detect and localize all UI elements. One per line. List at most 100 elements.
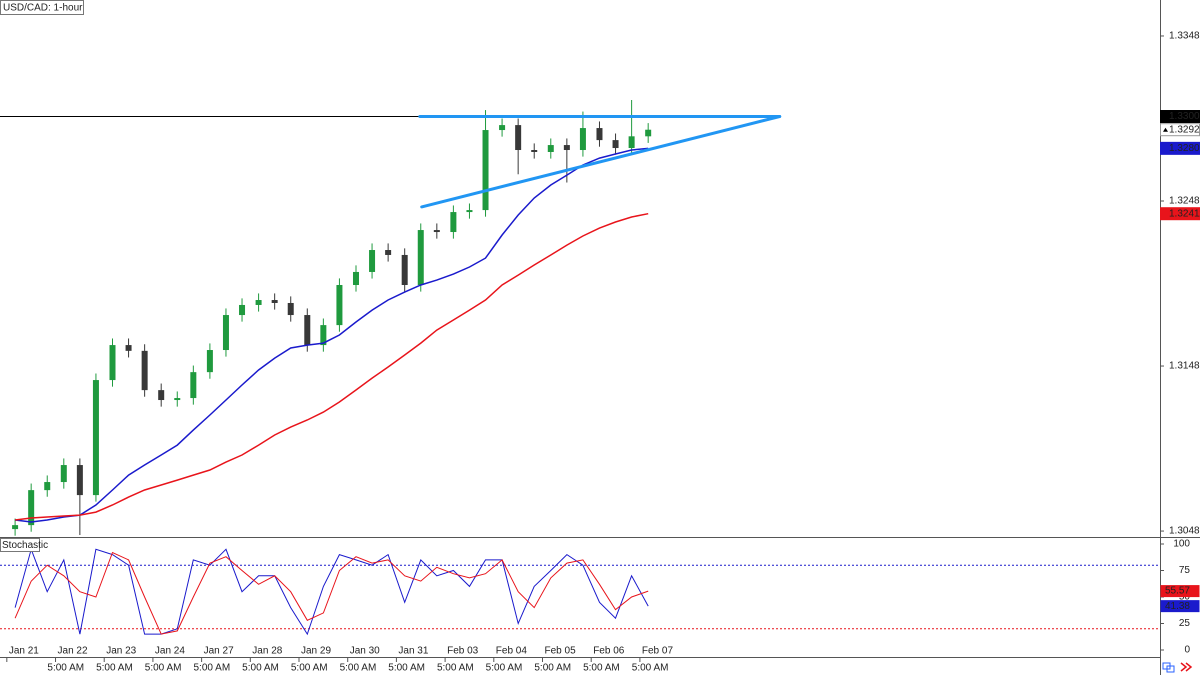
candle-body [222,315,229,351]
x-tick-label: 5:00 AM [291,663,328,674]
candle-body [320,325,327,346]
candle-body [206,350,213,373]
candle-body [125,345,132,351]
x-tick-label: 5:00 AM [193,663,230,674]
x-tick-label: 5:00 AM [486,663,523,674]
indicator-tag [1160,600,1200,613]
moving-average [15,212,649,521]
y-tick-label: 25 [1179,618,1191,629]
candle-body [92,380,99,496]
moving-average [15,147,649,523]
indicator-tag [1160,585,1200,598]
y-tick-label: 100 [1173,539,1190,550]
candle-body [255,300,262,305]
candle-body [450,212,457,233]
title-box [0,0,84,15]
y-tick-label: 1.32488 [1169,196,1200,207]
candle-body [158,390,165,401]
candle-body [369,250,376,272]
price-tag-label: 1.32411 [1169,208,1200,219]
x-tick-label: Feb 04 [496,646,528,657]
x-tick-label: 5:00 AM [388,663,425,674]
price-tag-label: 1.32807 [1169,143,1200,154]
x-tick-label: Jan 27 [204,646,234,657]
indicator-tag-label: 55.57 [1165,586,1190,597]
candle-body [563,145,570,151]
x-tick-label: Jan 21 [9,646,39,657]
candle-body [60,465,67,483]
candle-body [596,128,603,141]
stochastic-line [14,547,649,636]
candle-body [547,145,554,152]
candle-body [628,136,635,149]
candle-body [239,304,246,316]
candle-body [12,525,19,530]
candle-body [287,302,294,316]
icon[interactable] [1166,665,1175,673]
trend-line [420,115,782,209]
candle-body [336,285,343,326]
candle-body [141,350,148,391]
candle-body [109,345,116,381]
candle-body [401,254,408,286]
x-tick-label: Feb 06 [593,646,625,657]
x-tick-label: Jan 23 [106,646,136,657]
y-tick-label: 75 [1179,565,1191,576]
candle-body [482,130,489,211]
y-tick-label: 1.31488 [1169,361,1200,372]
x-tick-label: Feb 07 [642,646,674,657]
indicator-title-box [0,538,40,552]
price-tag-label: 1.33000 [1169,111,1200,122]
indicator-tag-label: 41.38 [1165,601,1190,612]
x-tick-label: Jan 24 [155,646,185,657]
corner-icons[interactable] [1162,662,1193,673]
candle-body [76,465,83,496]
candle-body [174,398,181,401]
candle-body [466,210,473,213]
candle-body [417,230,424,286]
candle-body [612,140,619,149]
candle-body [579,128,586,151]
candle-body [44,482,51,491]
candle-body [28,490,35,526]
candle-body [385,250,392,255]
icon[interactable] [1180,662,1193,672]
candle-body [515,125,522,151]
x-tick-label: 5:00 AM [145,663,182,674]
indicator-title: Stochastic [2,540,48,551]
y-tick-label: 50 [1179,592,1191,603]
candle-body [190,372,197,399]
y-tick-label: 1.33488 [1169,31,1200,42]
chart-title: USD/CAD: 1-hour [3,3,83,14]
x-tick-label: 5:00 AM [47,663,84,674]
candle-body [433,230,440,233]
x-tick-label: Jan 22 [58,646,88,657]
stochastic-line [14,551,649,635]
candle-body [304,315,311,346]
candle-body [352,271,359,286]
x-tick-label: 5:00 AM [583,663,620,674]
price-tag-label: 1.32920 [1169,124,1200,135]
candle-body [271,300,278,303]
x-tick-label: Jan 29 [301,646,331,657]
x-tick-label: 5:00 AM [96,663,133,674]
x-tick-label: 5:00 AM [437,663,474,674]
x-tick-label: 5:00 AM [632,663,669,674]
x-tick-label: 5:00 AM [340,663,377,674]
x-tick-label: Feb 05 [545,646,577,657]
y-tick-label: 1.30488 [1169,526,1200,537]
candle-body [499,125,506,131]
x-tick-label: Jan 31 [398,646,428,657]
x-tick-label: Jan 28 [252,646,282,657]
candle-body [645,129,652,137]
candle-body [531,150,538,152]
x-tick-label: 5:00 AM [242,663,279,674]
plot-area [0,100,1160,636]
x-tick-label: 5:00 AM [534,663,571,674]
y-tick-label: 0 [1184,645,1190,656]
x-tick-label: Jan 30 [350,646,380,657]
x-tick-label: Feb 03 [447,646,479,657]
